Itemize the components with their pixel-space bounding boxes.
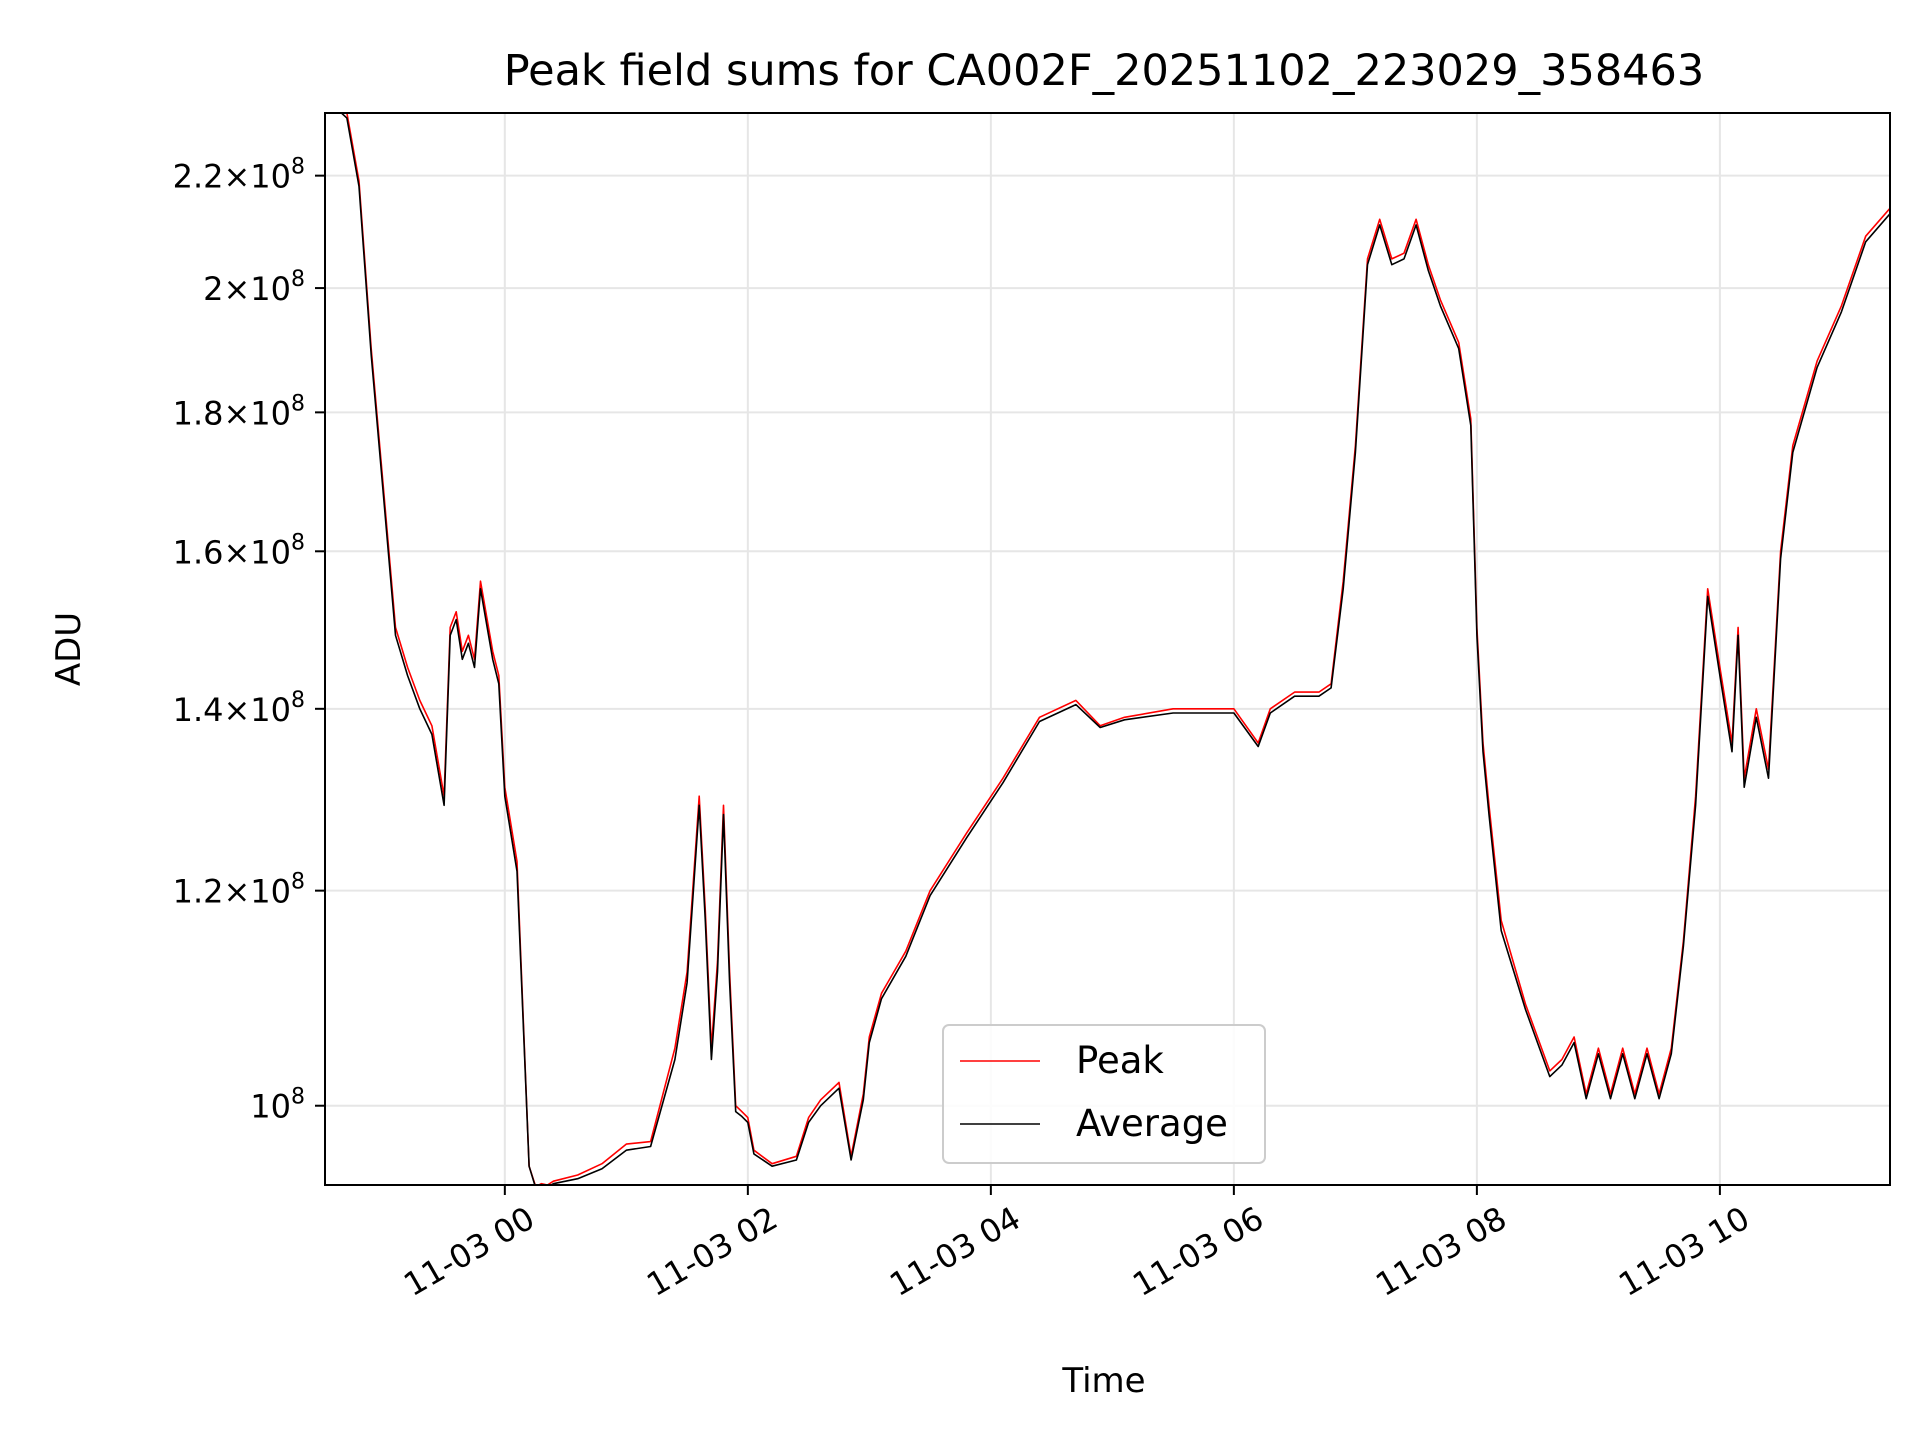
- legend-average-label: Average: [1076, 1102, 1228, 1145]
- y-tick-label: 108: [250, 1085, 305, 1126]
- x-axis-label: Time: [1061, 1361, 1145, 1401]
- series-line-average: [340, 113, 1890, 1185]
- y-tick-label: 2.2×108: [173, 155, 305, 196]
- plot-frame: [324, 112, 1891, 1186]
- legend-peak-label: Peak: [1076, 1039, 1164, 1082]
- legend: Peak Average: [942, 1024, 1266, 1164]
- series-layer: [340, 113, 1890, 1185]
- y-tick-label: 1.4×108: [173, 688, 305, 729]
- y-axis-label: ADU: [49, 612, 89, 686]
- y-tick-label: 1.2×108: [173, 870, 305, 911]
- y-tick-label: 2×108: [203, 267, 305, 308]
- y-tick-label: 1.8×108: [173, 391, 305, 432]
- y-tick-label: 1.6×108: [173, 530, 305, 571]
- grid: [325, 113, 1890, 1185]
- chart-title: Peak field sums for CA002F_20251102_2230…: [504, 46, 1705, 96]
- y-axis: 108 1.2×108 1.4×108 1.6×108 1.8×108 2×108 2.2×…: [173, 155, 325, 1126]
- legend-box: [942, 1024, 1266, 1164]
